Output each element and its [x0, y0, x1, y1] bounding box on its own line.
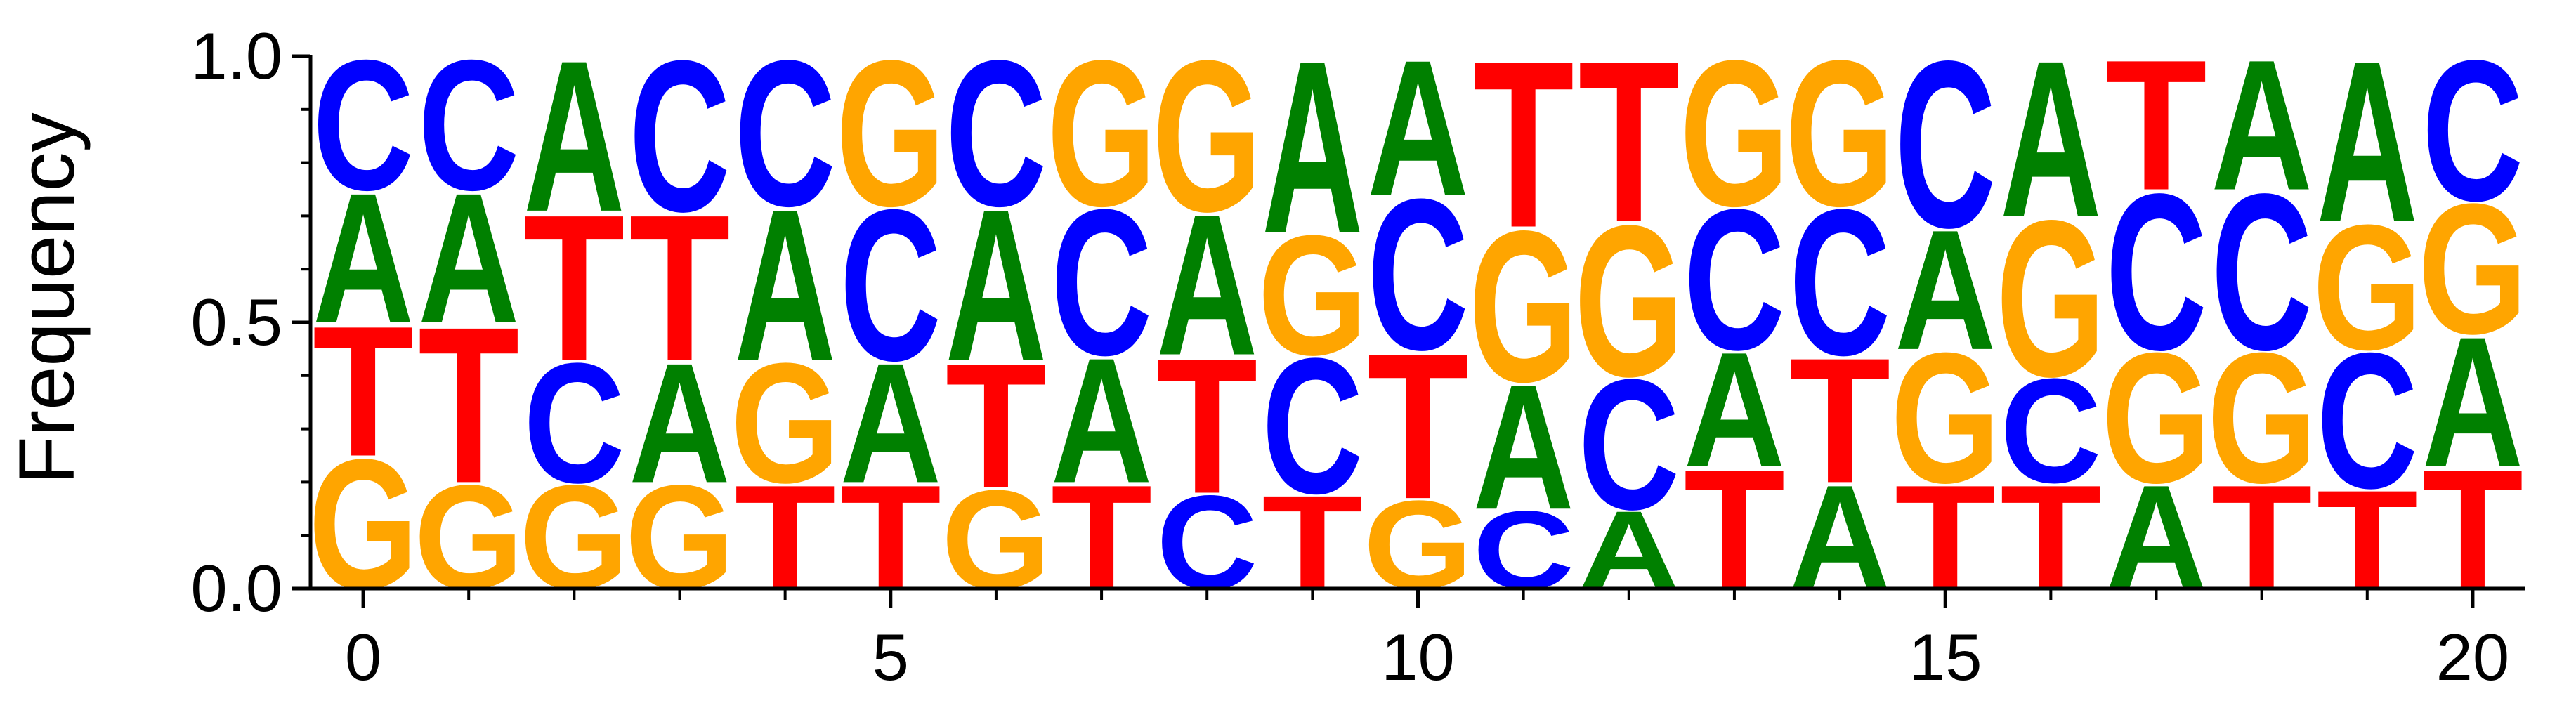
logo-letter: G: [1785, 17, 1895, 250]
x-tick-label: 15: [1909, 620, 1982, 694]
logo-letter: A: [1684, 318, 1786, 501]
logo-letter: A: [1262, 11, 1364, 284]
logo-letter: G: [2102, 314, 2211, 522]
logo-letter: C: [523, 328, 625, 519]
logo-letter: C: [2211, 148, 2313, 397]
logo-letter: A: [313, 155, 414, 362]
logo-letter: C: [946, 17, 1047, 250]
x-tick-label: 0: [345, 620, 381, 694]
logo-letter: T: [629, 171, 730, 404]
logo-letter: C: [1895, 11, 1996, 277]
logo-letter: C: [1578, 341, 1680, 549]
logo-letter: C: [1367, 154, 1469, 395]
logo-letter: T: [418, 281, 519, 530]
logo-letter: A: [839, 328, 941, 519]
logo-letter: A: [2316, 13, 2418, 270]
logo-letter: A: [1051, 322, 1153, 520]
logo-letter: C: [418, 21, 520, 229]
logo-letter: C: [629, 15, 731, 256]
logo-letter: G: [2313, 188, 2422, 387]
logo-letter: T: [1789, 320, 1890, 520]
logo-letter: A: [2000, 15, 2102, 263]
logo-letter: T: [1367, 309, 1468, 542]
logo-letter: C: [1051, 166, 1153, 399]
logo-letter: G: [1890, 314, 2000, 522]
logo-letter: G: [1047, 17, 1156, 250]
logo-letter: G: [1680, 17, 1789, 250]
x-tick-label: 20: [2436, 620, 2510, 694]
logo-letter: C: [734, 17, 836, 250]
glyph-layer: GTACGTACGCTAGATCTGACTACGGTACTACGCTAGTCGA…: [308, 11, 2528, 629]
logo-letter: A: [734, 164, 836, 406]
logo-letter: C: [1684, 169, 1786, 393]
logo-letter: A: [523, 15, 625, 256]
logo-letter: C: [839, 164, 941, 406]
logo-letter: A: [2211, 21, 2313, 229]
logo-letter: T: [2105, 22, 2206, 229]
logo-letter: T: [1472, 11, 1574, 277]
logo-letter: A: [1472, 348, 1574, 546]
y-tick-label: 0.0: [190, 551, 282, 625]
logo-letter: T: [313, 288, 414, 495]
logo-letter: G: [836, 17, 946, 250]
logo-letter: G: [1996, 175, 2106, 424]
logo-letter: A: [1367, 20, 1469, 236]
logo-letter: G: [2418, 165, 2528, 373]
axis-layer: 0.0 0.5 1.0 0 5 10 15 20: [190, 19, 2525, 694]
logo-letter: A: [946, 164, 1047, 406]
logo-letter: G: [1469, 185, 1578, 427]
y-axis-title: Frequency: [3, 112, 91, 484]
logo-letter: A: [2422, 298, 2524, 506]
logo-letter: C: [313, 21, 414, 229]
y-tick-label: 1.0: [190, 19, 282, 93]
x-tick-label: 10: [1381, 620, 1455, 694]
logo-letter: G: [1574, 180, 1684, 421]
logo-letter: T: [1156, 319, 1257, 534]
logo-letter: C: [2317, 313, 2419, 529]
logo-letter: C: [1262, 317, 1364, 534]
y-tick-label: 0.5: [190, 285, 282, 359]
logo-letter: A: [1156, 173, 1258, 398]
logo-letter: C: [2105, 148, 2207, 397]
logo-letter: G: [1258, 200, 1368, 391]
logo-letter: T: [523, 171, 625, 404]
logo-letter: A: [629, 328, 731, 519]
logo-letter: G: [731, 328, 840, 519]
logo-letter: T: [1578, 13, 1680, 270]
logo-letter: G: [2207, 314, 2317, 522]
logo-letter: A: [1895, 195, 1996, 386]
logo-letter: C: [2422, 20, 2524, 244]
logo-letter: C: [2000, 347, 2102, 513]
x-tick-label: 5: [872, 620, 909, 694]
logo-letter: C: [1789, 166, 1891, 399]
logo-letter: A: [418, 155, 520, 362]
logo-letter: G: [1152, 15, 1262, 256]
logo-letter: T: [946, 326, 1047, 525]
